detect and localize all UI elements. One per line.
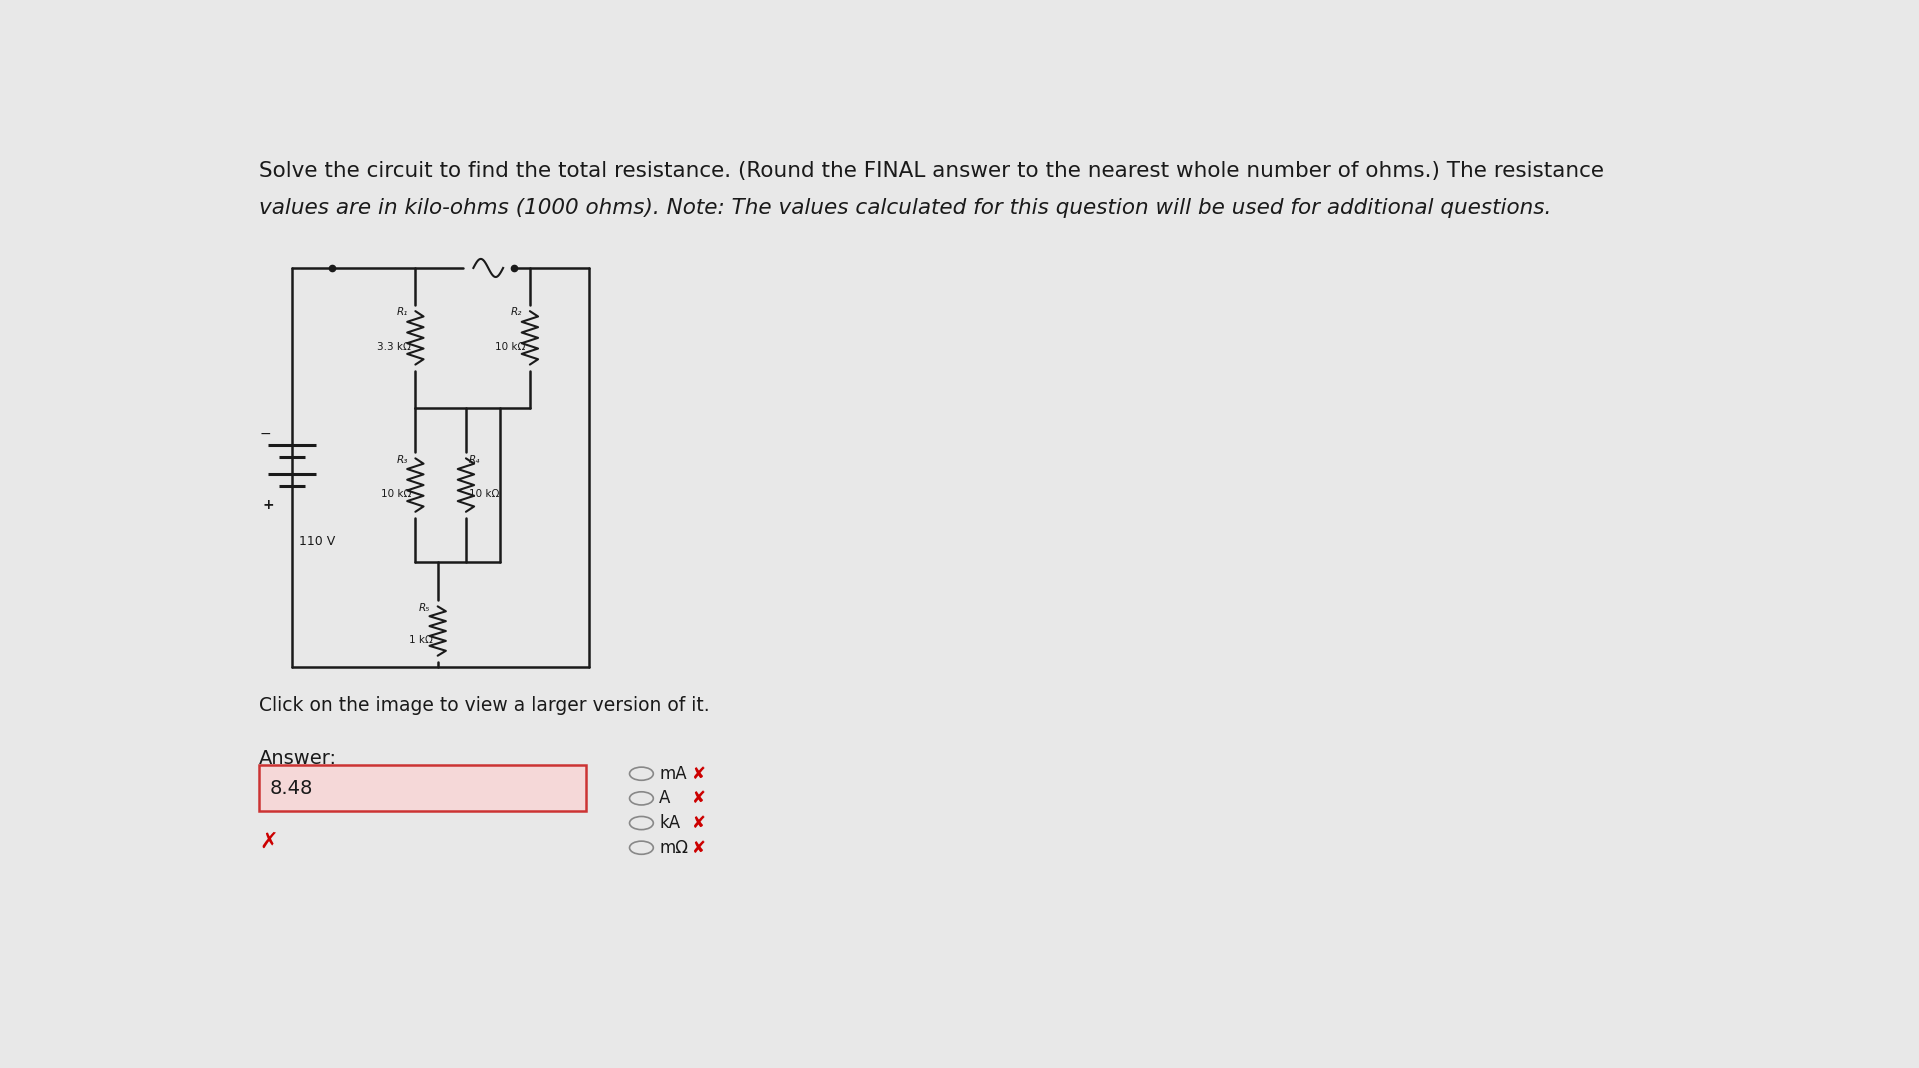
Text: ✘: ✘ — [693, 789, 706, 807]
Text: 10 kΩ: 10 kΩ — [495, 342, 526, 352]
FancyBboxPatch shape — [259, 766, 587, 811]
Text: 10 kΩ: 10 kΩ — [380, 489, 411, 499]
Text: 10 kΩ: 10 kΩ — [468, 489, 499, 499]
Text: R₅: R₅ — [418, 603, 430, 613]
Text: ✘: ✘ — [693, 814, 706, 832]
Text: A: A — [660, 789, 670, 807]
Text: R₄: R₄ — [468, 455, 480, 465]
Text: mA: mA — [660, 765, 687, 783]
Text: 110 V: 110 V — [299, 535, 336, 548]
Text: Click on the image to view a larger version of it.: Click on the image to view a larger vers… — [259, 695, 710, 714]
Text: −: − — [259, 427, 271, 441]
Text: R₃: R₃ — [397, 455, 409, 465]
Text: R₂: R₂ — [510, 308, 522, 317]
Text: ✗: ✗ — [259, 832, 278, 852]
Text: 3.3 kΩ: 3.3 kΩ — [376, 342, 411, 352]
Text: R₁: R₁ — [397, 308, 409, 317]
Text: mΩ: mΩ — [660, 838, 689, 857]
Text: 1 kΩ: 1 kΩ — [409, 635, 434, 645]
Text: ✘: ✘ — [693, 765, 706, 783]
Text: +: + — [263, 498, 274, 512]
Text: kA: kA — [660, 814, 681, 832]
Text: values are in kilo-ohms (1000 ohms). Note: The values calculated for this questi: values are in kilo-ohms (1000 ohms). Not… — [259, 198, 1552, 218]
Text: Solve the circuit to find the total resistance. (Round the FINAL answer to the n: Solve the circuit to find the total resi… — [259, 161, 1604, 182]
Text: 8.48: 8.48 — [269, 779, 313, 798]
Text: Answer:: Answer: — [259, 749, 338, 768]
Text: ✘: ✘ — [693, 838, 706, 857]
